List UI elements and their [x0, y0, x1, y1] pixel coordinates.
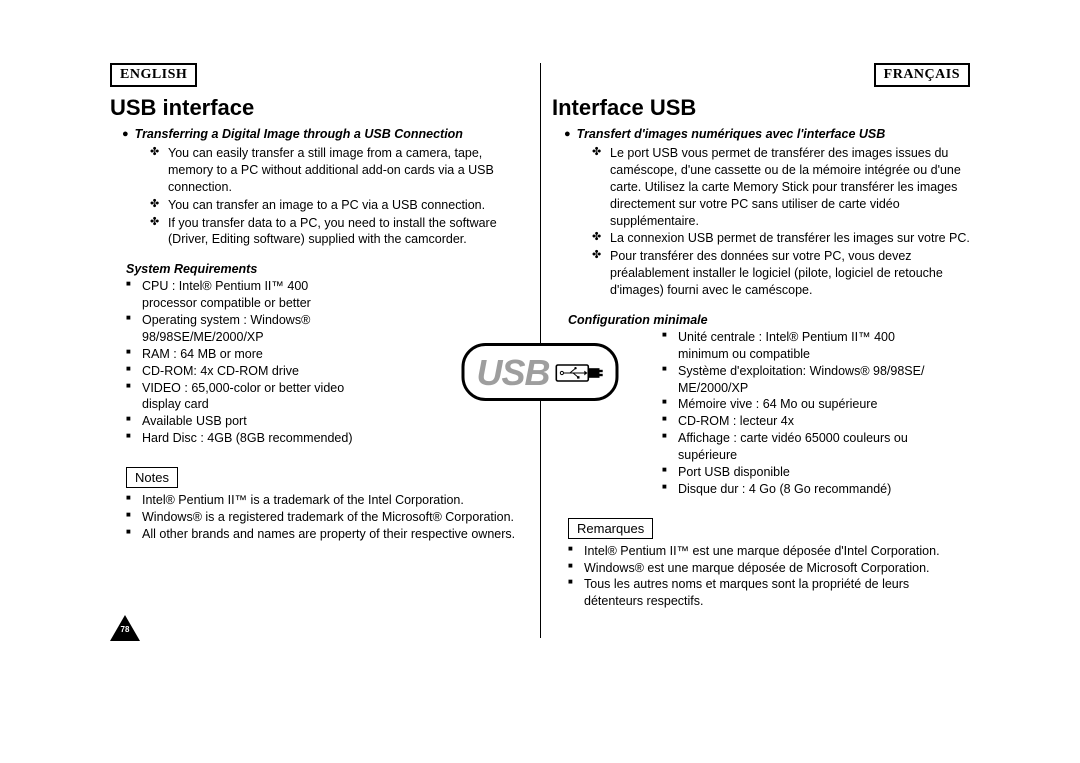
intro-list-en: You can easily transfer a still image fr… [150, 145, 528, 248]
language-label-english: ENGLISH [110, 63, 197, 87]
language-label-french: FRANÇAIS [874, 63, 970, 87]
intro-item: If you transfer data to a PC, you need t… [150, 215, 528, 249]
note-item: Windows® est une marque déposée de Micro… [568, 560, 970, 577]
english-column: ENGLISH USB interface Transferring a Dig… [110, 63, 540, 618]
page-number: 78 [110, 625, 140, 634]
section-heading-en: Transferring a Digital Image through a U… [122, 127, 528, 141]
sys-item: Hard Disc : 4GB (8GB recommended) [126, 430, 366, 447]
system-req-list-fr: Unité centrale : Intel® Pentium II™ 400 … [662, 329, 942, 498]
note-item: Intel® Pentium II™ is a trademark of the… [126, 492, 528, 509]
intro-item: You can transfer an image to a PC via a … [150, 197, 528, 214]
intro-list-fr: Le port USB vous permet de transférer de… [592, 145, 970, 299]
note-item: Windows® is a registered trademark of th… [126, 509, 528, 526]
sys-item: VIDEO : 65,000-color or better video dis… [126, 380, 366, 414]
system-req-list-en: CPU : Intel® Pentium II™ 400 processor c… [126, 278, 366, 447]
intro-item: Le port USB vous permet de transférer de… [592, 145, 970, 229]
sys-item: Système d'exploitation: Windows® 98/98SE… [662, 363, 942, 397]
intro-item: Pour transférer des données sur votre PC… [592, 248, 970, 299]
sys-item: RAM : 64 MB or more [126, 346, 366, 363]
section-heading-fr: Transfert d'images numériques avec l'int… [564, 127, 970, 141]
manual-page: USB ENGLISH USB interface Transferring a… [0, 0, 1080, 763]
two-column-layout: USB ENGLISH USB interface Transferring a… [110, 63, 970, 618]
usb-logo-text: USB [476, 352, 549, 394]
sys-item: Available USB port [126, 413, 366, 430]
note-item: Intel® Pentium II™ est une marque déposé… [568, 543, 970, 560]
page-title-en: USB interface [110, 95, 528, 121]
page-number-badge: 78 [110, 615, 138, 643]
notes-label-en: Notes [126, 467, 178, 488]
notes-list-fr: Intel® Pentium II™ est une marque déposé… [568, 543, 970, 611]
note-item: All other brands and names are property … [126, 526, 528, 543]
sys-item: Mémoire vive : 64 Mo ou supérieure [662, 396, 942, 413]
sys-item: CD-ROM : lecteur 4x [662, 413, 942, 430]
system-req-heading-en: System Requirements [126, 262, 528, 276]
notes-label-fr: Remarques [568, 518, 653, 539]
system-req-heading-fr: Configuration minimale [568, 313, 970, 327]
usb-plug-icon [556, 360, 604, 386]
sys-item: Unité centrale : Intel® Pentium II™ 400 … [662, 329, 942, 363]
intro-item: La connexion USB permet de transférer le… [592, 230, 970, 247]
sys-item: CD-ROM: 4x CD-ROM drive [126, 363, 366, 380]
sys-item: Disque dur : 4 Go (8 Go recommandé) [662, 481, 942, 498]
intro-item: You can easily transfer a still image fr… [150, 145, 528, 196]
sys-item: Operating system : Windows® 98/98SE/ME/2… [126, 312, 366, 346]
notes-list-en: Intel® Pentium II™ is a trademark of the… [126, 492, 528, 543]
french-column: FRANÇAIS Interface USB Transfert d'image… [540, 63, 970, 618]
page-title-fr: Interface USB [552, 95, 970, 121]
note-item: Tous les autres noms et marques sont la … [568, 576, 970, 610]
usb-logo: USB [461, 343, 618, 401]
sys-item: CPU : Intel® Pentium II™ 400 processor c… [126, 278, 366, 312]
sys-item: Port USB disponible [662, 464, 942, 481]
sys-item: Affichage : carte vidéo 65000 couleurs o… [662, 430, 942, 464]
